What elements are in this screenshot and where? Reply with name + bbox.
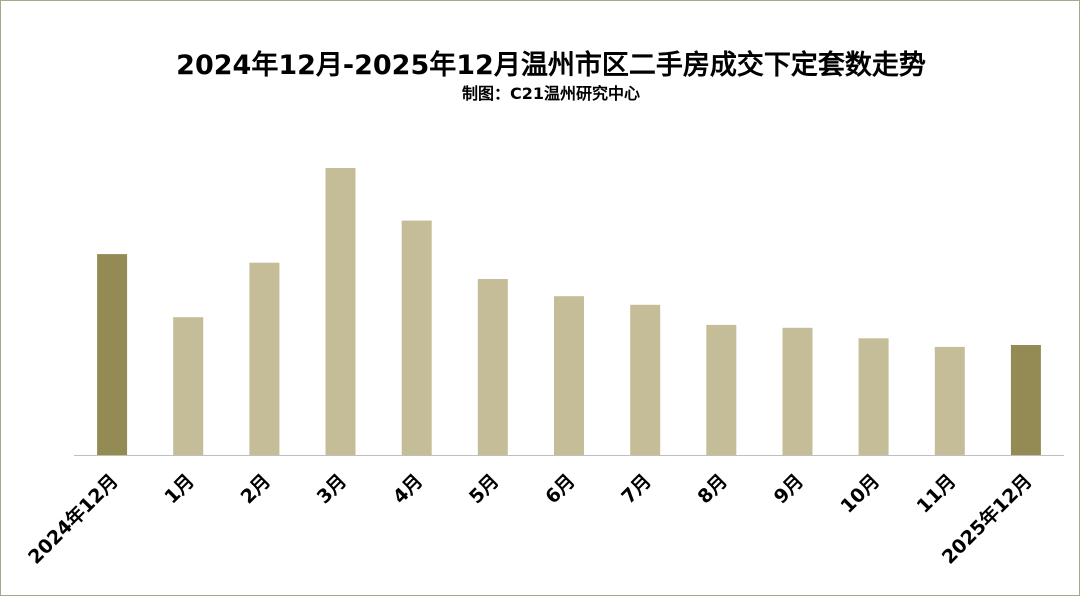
x-tick-label-9: 9月 [770, 470, 808, 508]
x-tick-label-0: 2024年12月 [23, 469, 122, 568]
x-tick-label-10: 10月 [836, 470, 884, 518]
x-tick-label-6: 6月 [541, 470, 579, 508]
bar-4 [401, 220, 432, 455]
bar-8 [706, 324, 737, 455]
bar-7 [630, 304, 661, 455]
x-tick-label-1: 1月 [160, 470, 198, 508]
x-tick-label-7: 7月 [617, 470, 655, 508]
x-tick-label-8: 8月 [693, 470, 731, 508]
x-tick-label-5: 5月 [465, 470, 503, 508]
bar-0 [97, 254, 128, 455]
bar-12 [1010, 345, 1041, 455]
bars-group [97, 168, 1041, 455]
x-tick-label-11: 11月 [913, 470, 961, 518]
x-tick-label-3: 3月 [313, 470, 351, 508]
chart-title: 2024年12月-2025年12月温州市区二手房成交下定套数走势 [176, 50, 926, 81]
bar-5 [477, 279, 508, 455]
bar-10 [858, 338, 889, 455]
x-tick-label-2: 2月 [237, 470, 275, 508]
bar-3 [325, 168, 356, 455]
bar-9 [782, 327, 813, 455]
bar-11 [934, 346, 965, 455]
chart-subtitle: 制图：C21温州研究中心 [461, 84, 640, 103]
bar-6 [554, 296, 584, 455]
bar-1 [173, 317, 204, 455]
x-tick-label-4: 4月 [389, 470, 427, 508]
bar-2 [249, 262, 280, 455]
